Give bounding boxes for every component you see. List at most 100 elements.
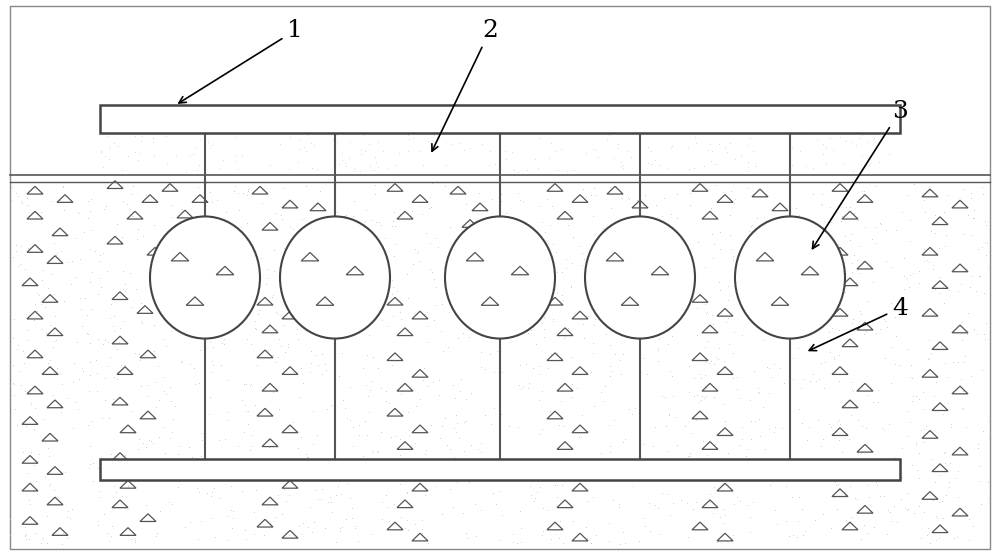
Point	[974, 366, 990, 375]
Point	[435, 346, 451, 355]
Point	[904, 373, 920, 382]
Point	[511, 276, 527, 285]
Point	[391, 149, 407, 158]
Point	[704, 311, 720, 320]
Point	[262, 462, 278, 471]
Point	[136, 460, 152, 469]
Point	[17, 531, 33, 540]
Point	[52, 369, 68, 377]
Point	[784, 492, 800, 501]
Point	[113, 361, 129, 370]
Point	[927, 211, 943, 220]
Point	[734, 331, 750, 340]
Point	[916, 425, 932, 433]
Point	[889, 517, 905, 526]
Point	[625, 470, 641, 479]
Point	[449, 477, 465, 486]
Point	[67, 398, 83, 407]
Point	[278, 247, 294, 256]
Point	[265, 460, 281, 468]
Point	[543, 350, 559, 359]
Point	[751, 389, 767, 398]
Point	[694, 474, 710, 483]
Point	[159, 159, 175, 168]
Point	[648, 200, 664, 209]
Point	[883, 342, 899, 351]
Point	[442, 276, 458, 285]
Point	[46, 239, 62, 248]
Point	[762, 466, 778, 475]
Point	[418, 472, 434, 481]
Point	[345, 211, 361, 220]
Point	[870, 385, 886, 394]
Point	[108, 487, 124, 496]
Point	[103, 299, 119, 308]
Point	[834, 448, 850, 457]
Point	[147, 251, 163, 260]
Point	[604, 226, 620, 235]
Point	[932, 289, 948, 297]
Point	[165, 319, 181, 328]
Point	[26, 461, 42, 470]
Point	[703, 157, 719, 165]
Point	[722, 230, 738, 239]
Point	[830, 480, 846, 488]
Point	[896, 253, 912, 262]
Point	[791, 493, 807, 502]
Point	[205, 275, 221, 284]
Point	[369, 446, 385, 455]
Point	[734, 435, 750, 443]
Point	[119, 524, 135, 533]
Point	[346, 325, 362, 334]
Point	[726, 500, 742, 508]
Point	[639, 334, 655, 342]
Point	[705, 319, 721, 328]
Point	[555, 296, 571, 305]
Point	[699, 146, 715, 155]
Point	[729, 281, 745, 290]
Point	[387, 160, 403, 169]
Point	[311, 305, 327, 314]
Point	[90, 517, 106, 526]
Point	[442, 444, 458, 453]
Point	[921, 185, 937, 194]
Point	[778, 481, 794, 490]
Point	[238, 406, 254, 415]
Point	[363, 530, 379, 539]
Point	[506, 165, 522, 174]
Point	[214, 339, 230, 347]
Point	[202, 392, 218, 401]
Point	[194, 464, 210, 473]
Point	[902, 373, 918, 382]
Point	[654, 283, 670, 292]
Point	[145, 471, 161, 480]
Point	[206, 484, 222, 493]
Point	[899, 431, 915, 440]
Point	[688, 139, 704, 148]
Point	[470, 444, 486, 453]
Point	[624, 319, 640, 328]
Point	[911, 266, 927, 275]
Point	[955, 357, 971, 366]
Point	[752, 432, 768, 441]
Point	[963, 272, 979, 281]
Point	[393, 513, 409, 522]
Point	[353, 149, 369, 158]
Point	[367, 153, 383, 162]
Point	[204, 356, 220, 365]
Point	[698, 384, 714, 393]
Point	[590, 153, 606, 162]
Point	[610, 139, 626, 148]
Point	[864, 235, 880, 244]
Point	[666, 233, 682, 242]
Point	[240, 407, 256, 416]
Point	[207, 533, 223, 542]
Point	[767, 506, 783, 515]
Point	[966, 324, 982, 333]
Point	[660, 446, 676, 455]
Point	[447, 394, 463, 403]
Point	[976, 289, 992, 298]
Point	[858, 326, 874, 335]
Point	[569, 384, 585, 393]
Point	[319, 317, 335, 326]
